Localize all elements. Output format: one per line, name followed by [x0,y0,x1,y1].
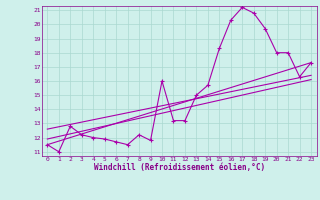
X-axis label: Windchill (Refroidissement éolien,°C): Windchill (Refroidissement éolien,°C) [94,163,265,172]
